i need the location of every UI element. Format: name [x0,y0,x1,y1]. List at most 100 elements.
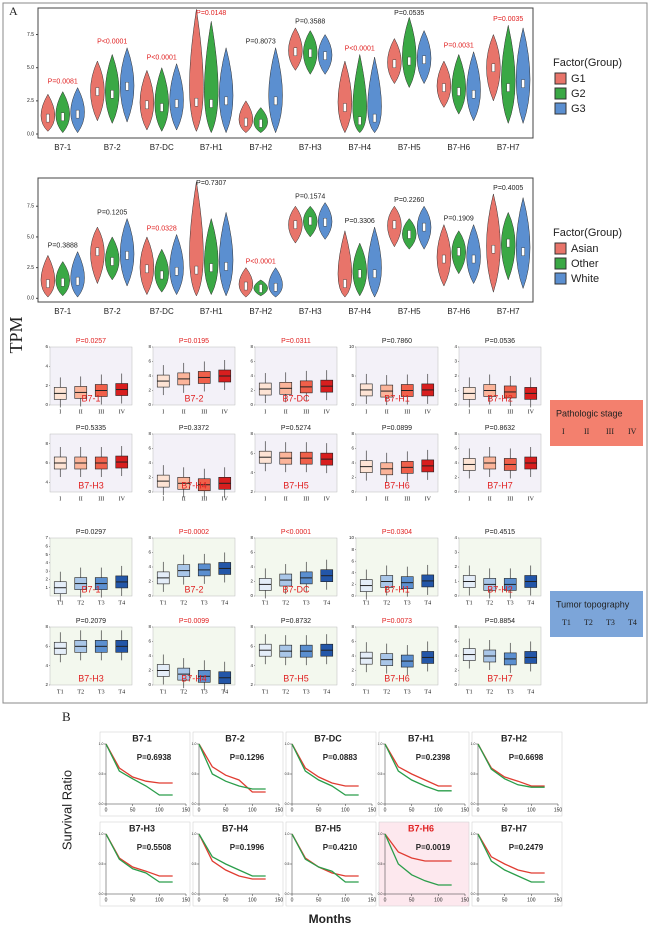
violin [154,66,169,132]
x-tick-label: IV [222,496,229,502]
panel-frame [378,821,470,907]
x-tick-label: 50 [130,897,136,903]
y-tick-label: 6 [148,550,151,555]
x-tick-label: III [303,496,309,502]
x-tick-label: T2 [77,600,84,606]
x-tick-label: 0 [105,807,108,813]
y-tick-label: 4 [250,663,253,668]
survival-curve [105,743,173,796]
median-box [244,117,248,127]
x-tick-label: IV [425,496,432,502]
violin [169,233,184,296]
y-tick-label: 4 [454,535,457,540]
median-box [160,103,164,112]
x-tick-label: 50 [502,807,508,813]
y-tick-label: 0.0 [99,892,104,896]
legend-box [550,591,643,637]
p-value: P=0.0002 [179,529,209,536]
p-value: P=0.3306 [345,218,375,225]
y-tick-label: 0 [148,402,151,407]
x-tick-label: B7-H6 [447,143,470,152]
y-tick-label: 2 [454,564,457,569]
x-tick-label: T1 [363,600,370,606]
y-tick-label: 2 [454,373,457,378]
y-axis-label: Survival Ratio [59,770,74,850]
p-value: P=0.4210 [323,843,358,852]
y-tick-label: 0 [45,402,48,407]
median-box [95,87,100,96]
p-value: P<0.0001 [246,258,276,265]
p-value: P=0.0297 [76,529,106,536]
violin [218,212,234,297]
p-value: P=0.1574 [295,193,325,200]
x-tick-label: IV [528,496,535,502]
y-tick-label: 2 [45,577,48,582]
violin [466,223,481,285]
x-tick-label: III [404,496,410,502]
y-tick-label: 6 [45,460,48,465]
violin [189,9,204,132]
median-box [259,119,263,128]
panel-frame [99,821,191,907]
violin [515,197,531,290]
y-tick-label: 10 [349,344,355,349]
x-tick-label: T2 [77,689,84,695]
x-tick-label: T1 [262,600,269,606]
y-tick-label: 0 [148,489,151,494]
median-box [244,281,248,291]
violin [486,193,501,293]
x-tick-label: III [201,496,207,502]
x-tick-label: IV [324,496,331,502]
violin [367,226,382,298]
x-tick-label: 150 [368,807,377,813]
y-tick-label: 0 [351,682,354,687]
panel-frame [471,821,563,907]
y-tick-label: 6 [45,644,48,649]
panel-name: B7-H3 [129,823,155,833]
x-tick-label: 100 [248,807,257,813]
x-tick-label: T4 [424,689,431,695]
p-value: P=0.4005 [493,185,523,192]
x-tick-label: T4 [221,689,228,695]
median-box [125,251,129,260]
violin [55,91,70,134]
legend-box [550,400,643,446]
x-tick-label: 150 [554,807,563,813]
y-tick-label: 0 [148,682,151,687]
violin [367,57,382,134]
p-value: P<0.0001 [147,55,177,62]
x-tick-label: B7-H1 [200,307,223,316]
median-box [145,264,149,274]
y-tick-label: 2 [351,475,354,480]
x-tick-label: T1 [57,600,64,606]
panel-frame [471,731,563,817]
legend-label: T4 [628,618,637,627]
y-tick-label: 0 [250,402,253,407]
survival-curve [198,743,266,793]
legend-label: G3 [571,103,586,115]
panel-name: B7-H7 [487,673,513,683]
legend-label: IV [628,427,637,436]
x-tick-label: 0 [291,807,294,813]
x-tick-label: T2 [282,600,289,606]
median-box [392,59,397,68]
y-axis-label: TPM [6,316,26,353]
x-tick-label: B7-DC [150,307,174,316]
x-tick-label: II [284,409,288,415]
x-tick-label: II [385,409,389,415]
y-tick-label: 1.0 [285,832,290,836]
x-tick-label: 100 [155,897,164,903]
y-tick-label: 0.0 [378,892,383,896]
median-box [372,113,377,123]
y-tick-label: 8 [454,624,457,629]
y-tick-label: 0.0 [27,296,34,302]
panel-frame [2,2,648,704]
x-tick-label: T2 [486,600,493,606]
x-tick-label: B7-H6 [447,307,470,316]
y-tick-label: 0 [351,402,354,407]
p-value: P=0.8073 [246,39,276,46]
y-tick-label: 4 [148,564,151,569]
median-box [46,279,50,288]
median-box [491,63,496,72]
y-tick-label: 3 [454,359,457,364]
